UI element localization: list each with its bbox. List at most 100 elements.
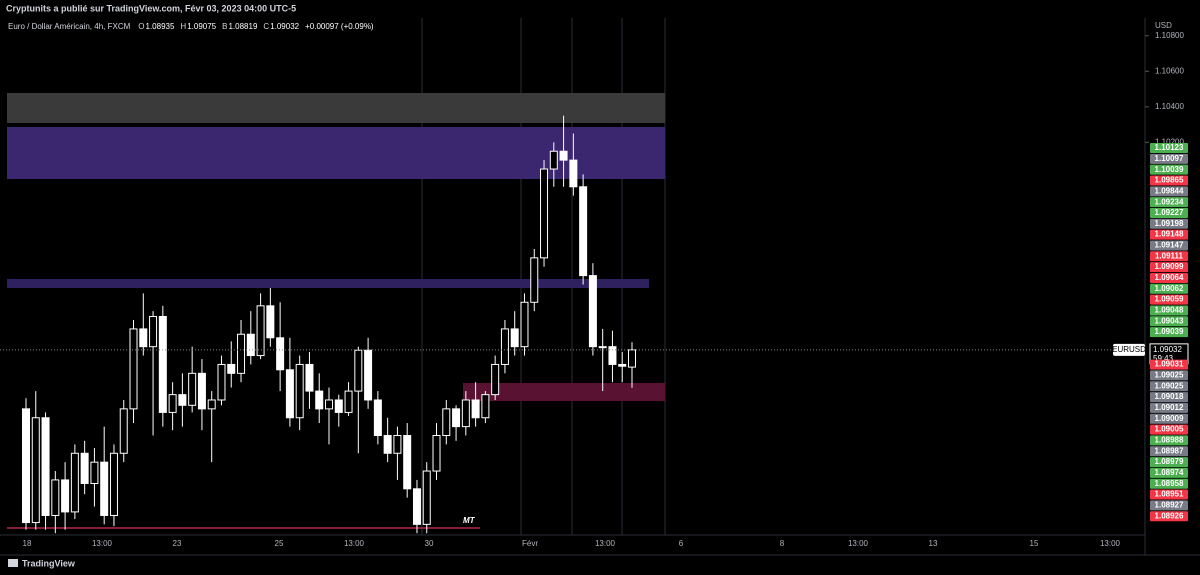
price-label-box xyxy=(1150,402,1188,413)
candle-body xyxy=(315,390,324,410)
price-label-box xyxy=(1150,186,1188,197)
y-tick-label: 1.10400 xyxy=(1155,102,1184,111)
legend-key: C xyxy=(263,22,269,31)
candle-body xyxy=(31,417,40,524)
candle-body xyxy=(100,461,109,516)
y-tick-label: 1.10600 xyxy=(1155,66,1184,75)
candle-body xyxy=(481,394,490,419)
x-tick-label: 13:00 xyxy=(595,539,616,548)
legend-key: O xyxy=(138,22,144,31)
candle-body xyxy=(207,399,216,410)
candle-body xyxy=(217,363,226,401)
candle-body xyxy=(608,346,617,365)
candle-body xyxy=(285,369,294,419)
header-text: Cryptunits a publié sur TradingView.com,… xyxy=(6,3,296,13)
candle-body xyxy=(237,333,246,374)
y-tick-label: 1.10800 xyxy=(1155,31,1184,40)
zone-maroon xyxy=(463,383,665,401)
price-label: 1.10097 xyxy=(1155,154,1184,163)
legend: O 1.08935 H 1.09075 B 1.08819 C 1.09032 +0.00097… xyxy=(138,22,374,31)
candle-body xyxy=(22,408,30,524)
price-label: 1.09227 xyxy=(1155,208,1184,217)
price-label: 1.09234 xyxy=(1155,197,1184,206)
candle-body xyxy=(188,372,197,406)
x-tick-label: 6 xyxy=(679,539,684,548)
x-tick-label: 13:00 xyxy=(1100,539,1121,548)
price-label: 1.09059 xyxy=(1155,295,1184,304)
price-label: 1.09025 xyxy=(1155,371,1184,380)
price-label: 1.09009 xyxy=(1155,414,1184,423)
price-label: 1.09147 xyxy=(1155,241,1184,250)
price-label-box xyxy=(1150,294,1188,305)
candle-body xyxy=(139,328,148,348)
candle-body xyxy=(80,452,89,484)
price-label: 1.08951 xyxy=(1155,490,1184,499)
candle-body xyxy=(569,159,578,188)
candle-body xyxy=(422,470,431,525)
price-label: 1.09844 xyxy=(1155,186,1184,195)
legend-value: 1.09032 xyxy=(270,22,299,31)
legend-key: B xyxy=(222,22,227,31)
candle-body xyxy=(500,328,509,365)
x-tick-label: 13:00 xyxy=(92,539,113,548)
price-label: 1.08987 xyxy=(1155,446,1184,455)
candle-body xyxy=(403,435,412,490)
price-label: 1.08958 xyxy=(1155,479,1184,488)
legend-value: 1.09075 xyxy=(187,22,216,31)
candle-body xyxy=(412,488,421,525)
candle-body xyxy=(432,435,441,472)
candle-body xyxy=(266,305,275,339)
annotation: MT xyxy=(463,516,476,525)
price-label-box xyxy=(1150,262,1188,273)
candle-body xyxy=(549,150,558,170)
price-label-box xyxy=(1150,467,1188,478)
symbol-tag xyxy=(1113,343,1145,356)
x-tick-label: 18 xyxy=(23,539,32,548)
candle-body xyxy=(344,390,353,413)
price-label: 1.09064 xyxy=(1155,273,1184,282)
candle-body xyxy=(354,349,363,392)
footer-brand: TradingView xyxy=(22,558,76,568)
candle-body xyxy=(383,435,392,454)
price-label-box xyxy=(1150,283,1188,294)
candle-body xyxy=(510,328,519,348)
x-tick-label: 23 xyxy=(173,539,182,548)
candle-body xyxy=(588,275,597,348)
candle-body xyxy=(149,315,158,348)
price-label: 1.09865 xyxy=(1155,176,1184,185)
x-tick-label: Févr xyxy=(522,539,538,548)
candle-body xyxy=(579,186,588,277)
legend-value: 1.08935 xyxy=(146,22,175,31)
price-label-box xyxy=(1150,489,1188,500)
price-label-box xyxy=(1150,164,1188,175)
price-label: 1.09039 xyxy=(1155,327,1184,336)
candle-body xyxy=(628,349,636,368)
candle-body xyxy=(540,168,549,259)
candle-body xyxy=(51,479,60,516)
candle-body xyxy=(41,417,50,516)
price-axis: USD 1.10800 1.10600 1.10400 1.10200 xyxy=(1145,21,1184,146)
price-label: 1.08926 xyxy=(1155,511,1184,520)
price-label: 1.09062 xyxy=(1155,284,1184,293)
price-label: 1.09099 xyxy=(1155,262,1184,271)
price-label: 1.09148 xyxy=(1155,230,1184,239)
price-label-box xyxy=(1150,316,1188,327)
candle-body xyxy=(325,399,333,410)
price-label-box xyxy=(1150,413,1188,424)
candle-body xyxy=(471,399,480,419)
price-label-box xyxy=(1150,435,1188,446)
currency: USD xyxy=(1155,21,1172,30)
candle-body xyxy=(520,301,529,348)
price-label: 1.09111 xyxy=(1155,251,1184,260)
price-label: 1.09043 xyxy=(1155,316,1184,325)
price-label-box xyxy=(1150,446,1188,457)
price-label-box xyxy=(1150,218,1188,229)
legend-key: H xyxy=(180,22,186,31)
candle-body xyxy=(442,408,451,437)
candle-body xyxy=(491,363,500,396)
price-label: 1.09018 xyxy=(1155,392,1184,401)
candle-body xyxy=(530,257,539,303)
price-label-box xyxy=(1150,370,1188,381)
candle-body xyxy=(90,461,99,484)
